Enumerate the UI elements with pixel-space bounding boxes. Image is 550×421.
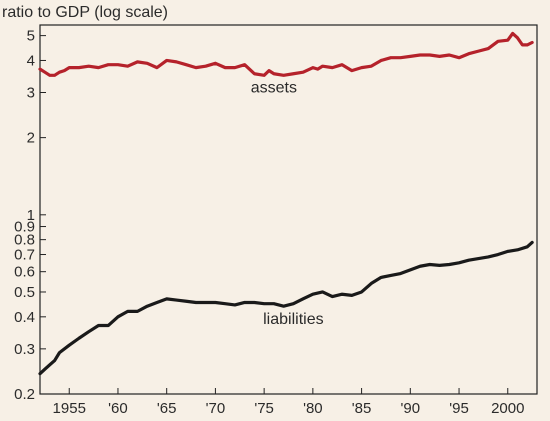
y-axis: 0.2 0.3 0.4 0.5 0.60.70.80.91 2 3 4 5	[14, 28, 46, 403]
x-tick-label: 1955	[53, 400, 86, 417]
plot-frame	[39, 24, 538, 395]
x-tick-label: '80	[303, 400, 323, 417]
series-line-assets	[38, 31, 534, 77]
x-tick-label: '70	[206, 400, 226, 417]
x-tick-label: '65	[157, 400, 177, 417]
y-tick-label: 0.7	[14, 247, 35, 264]
x-tick-label: '60	[108, 400, 128, 417]
x-tick-label: '85	[352, 400, 372, 417]
y-tick-label: 0.8	[14, 232, 35, 249]
x-tick-label: 2000	[491, 400, 524, 417]
y-tick-label: 0.3	[14, 341, 35, 358]
series-labels: assets liabilities	[251, 79, 324, 328]
y-tick-label: 0.9	[14, 219, 35, 236]
x-tick-label: '95	[449, 400, 469, 417]
y-tick-label: 0.4	[14, 309, 35, 326]
y-tick-label: 3	[27, 84, 35, 101]
y-tick-label: 0.2	[14, 386, 35, 403]
series-label-assets: assets	[251, 79, 297, 96]
y-tick-label: 1	[27, 207, 35, 224]
x-tick-label: '90	[401, 400, 421, 417]
y-tick-label: 0.6	[14, 264, 35, 281]
y-tick-label: 0.5	[14, 284, 35, 301]
y-axis-title: ratio to GDP (log scale)	[2, 4, 168, 21]
y-tick-label: 4	[27, 52, 35, 69]
series-group	[38, 31, 534, 376]
series-label-liabilities: liabilities	[263, 311, 323, 328]
y-tick-label: 2	[27, 130, 35, 147]
x-axis: 1955 '60 '65 '70 '75 '80 '85 '90 '95 2000	[53, 388, 524, 417]
y-tick-label: 5	[27, 28, 35, 45]
series-line-liabilities	[38, 240, 534, 376]
x-tick-label: '75	[254, 400, 274, 417]
